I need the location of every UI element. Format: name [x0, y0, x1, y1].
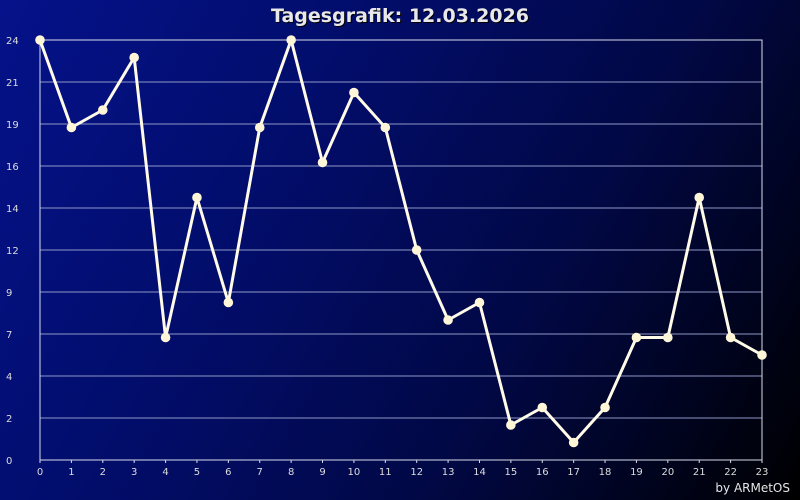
y-tick-label: 14	[6, 204, 19, 215]
x-tick-label: 14	[473, 467, 486, 478]
x-tick-label: 2	[100, 467, 106, 478]
grid-lines	[40, 39, 762, 419]
data-point	[757, 350, 767, 360]
y-tick-label: 16	[6, 162, 19, 173]
credit-text: by ARMetOS	[715, 481, 790, 495]
x-tick-label: 3	[131, 467, 137, 478]
data-point	[349, 87, 359, 98]
y-tick-label: 24	[6, 36, 19, 47]
x-tick-label: 0	[37, 467, 43, 478]
x-tick-label: 10	[348, 467, 361, 478]
series	[35, 35, 767, 448]
data-point	[411, 245, 422, 255]
y-tick-label: 9	[6, 288, 12, 299]
x-tick-label: 1	[68, 467, 74, 478]
chart-title: Tagesgrafik: 12.03.2026	[270, 5, 530, 27]
x-tick-label: 6	[225, 467, 231, 478]
data-point	[380, 122, 391, 133]
data-point	[474, 297, 485, 308]
x-tick-label: 11	[379, 467, 392, 478]
data-point	[254, 122, 265, 133]
data-point	[97, 105, 108, 115]
plot-frame	[39, 39, 763, 461]
data-point	[286, 35, 296, 45]
x-tick-labels: 0 1 2 3 4 5 6 7 8 9 10 11 12 13 14 15 16 17 18 19 20 21 22 23	[37, 467, 769, 478]
x-tick-label: 18	[599, 467, 612, 478]
x-tick-label: 12	[410, 467, 423, 478]
data-point	[506, 420, 516, 430]
y-tick-label: 12	[6, 246, 19, 257]
data-point	[631, 332, 642, 343]
x-tick-label: 22	[724, 467, 737, 478]
x-tick-label: 19	[630, 467, 643, 478]
y-tick-label: 19	[6, 120, 19, 131]
series-line	[38, 38, 764, 444]
data-point	[537, 402, 548, 413]
x-tick-label: 4	[162, 467, 168, 478]
data-point	[600, 402, 610, 413]
data-point	[160, 332, 171, 343]
x-tick-label: 8	[288, 467, 294, 478]
x-tick-label: 7	[257, 467, 263, 478]
data-point	[694, 192, 705, 203]
data-point	[66, 122, 77, 133]
data-point	[443, 315, 453, 325]
y-tick-label: 2	[6, 414, 12, 425]
x-tick-label: 20	[661, 467, 674, 478]
data-point	[192, 192, 202, 203]
x-tick-label: 15	[505, 467, 518, 478]
y-tick-label: 0	[6, 456, 12, 467]
x-tick-label: 5	[194, 467, 200, 478]
data-point	[663, 332, 673, 343]
y-tick-label: 7	[6, 330, 12, 341]
data-point	[317, 157, 328, 168]
axes	[39, 39, 763, 463]
x-tick-label: 23	[756, 467, 769, 478]
x-tick-label: 9	[319, 467, 325, 478]
x-tick-label: 16	[536, 467, 549, 478]
y-tick-label: 21	[6, 78, 19, 89]
data-point	[725, 332, 736, 343]
data-point	[223, 297, 234, 308]
y-tick-label: 4	[6, 372, 12, 383]
x-tick-label: 17	[567, 467, 580, 478]
x-tick-label: 13	[442, 467, 455, 478]
data-point	[568, 437, 579, 448]
x-tick-label: 21	[693, 467, 706, 478]
data-point	[35, 35, 45, 45]
data-point	[129, 52, 139, 63]
